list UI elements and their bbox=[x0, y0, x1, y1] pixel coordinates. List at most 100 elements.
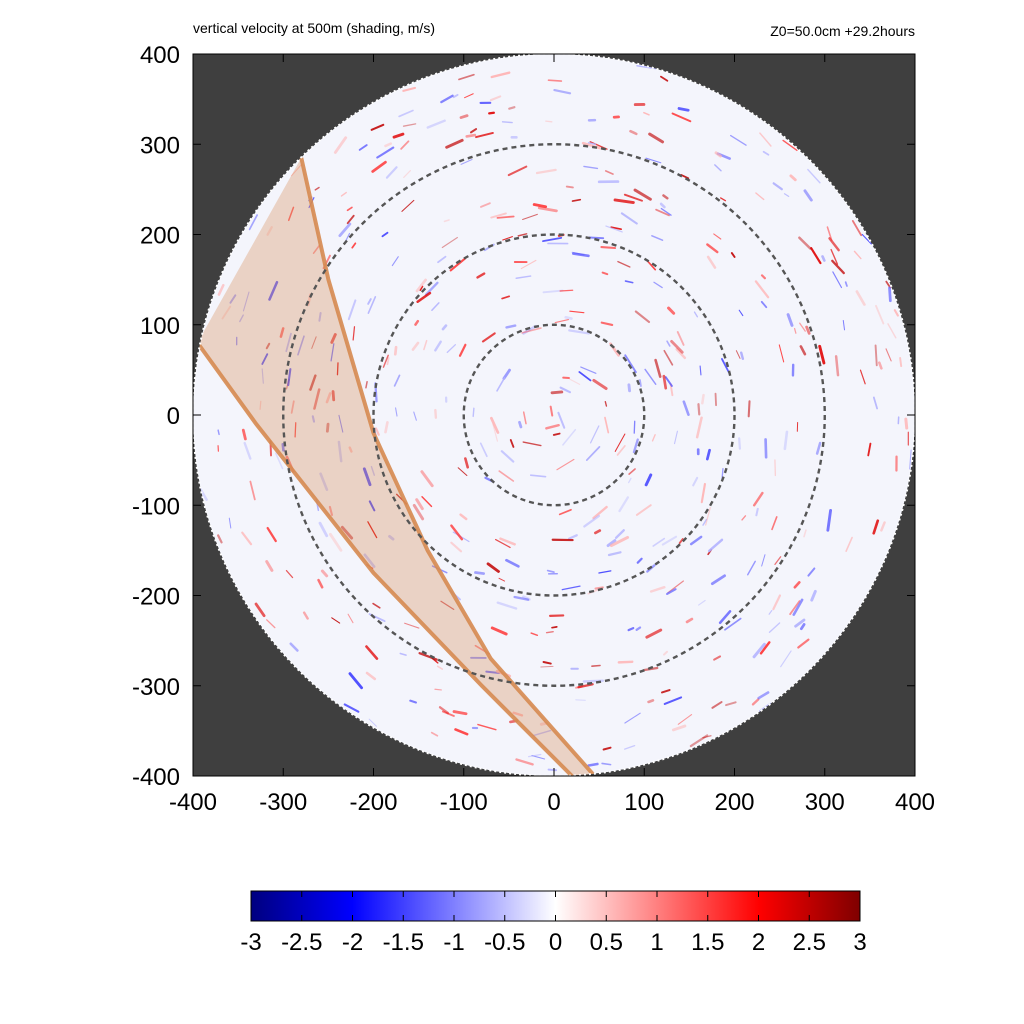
velocity-streak bbox=[678, 538, 684, 544]
velocity-streak bbox=[583, 165, 599, 170]
velocity-streak bbox=[325, 422, 330, 433]
velocity-streak bbox=[647, 699, 655, 704]
velocity-streak bbox=[697, 403, 701, 416]
velocity-streak bbox=[393, 345, 398, 356]
velocity-streak bbox=[780, 650, 792, 668]
velocity-streak bbox=[415, 278, 427, 293]
velocity-streak bbox=[591, 664, 601, 668]
velocity-streak bbox=[370, 465, 376, 476]
velocity-streak bbox=[635, 504, 652, 516]
velocity-streak bbox=[331, 390, 336, 402]
velocity-streak bbox=[635, 626, 642, 631]
velocity-streak bbox=[755, 192, 765, 201]
velocity-streak bbox=[887, 323, 897, 339]
velocity-streak bbox=[490, 71, 511, 79]
velocity-streak bbox=[294, 422, 297, 438]
velocity-streak bbox=[605, 225, 623, 233]
velocity-streak bbox=[496, 376, 506, 392]
velocity-streak bbox=[393, 374, 401, 387]
velocity-streak bbox=[362, 467, 372, 487]
velocity-streak bbox=[861, 233, 874, 247]
velocity-streak bbox=[738, 437, 742, 450]
velocity-streak bbox=[340, 191, 347, 197]
velocity-streak bbox=[618, 496, 629, 513]
velocity-streak bbox=[695, 416, 703, 439]
velocity-streak bbox=[515, 275, 532, 279]
velocity-streak bbox=[786, 313, 794, 327]
velocity-streak bbox=[395, 407, 398, 417]
velocity-streak bbox=[328, 505, 334, 516]
velocity-streak bbox=[458, 343, 467, 357]
velocity-streak bbox=[537, 206, 558, 213]
velocity-streak bbox=[751, 698, 760, 706]
velocity-streak bbox=[789, 174, 797, 182]
velocity-streak bbox=[459, 114, 469, 119]
velocity-streak bbox=[793, 581, 801, 589]
velocity-streak bbox=[803, 189, 813, 202]
velocity-streak bbox=[601, 762, 612, 766]
velocity-streak bbox=[311, 415, 316, 423]
velocity-streak bbox=[805, 325, 811, 335]
velocity-streak bbox=[592, 505, 608, 520]
velocity-streak bbox=[490, 626, 508, 636]
velocity-streak bbox=[821, 255, 826, 262]
velocity-streak bbox=[266, 526, 277, 543]
velocity-streak bbox=[762, 150, 770, 156]
velocity-streak bbox=[783, 193, 790, 197]
velocity-streak bbox=[585, 445, 601, 461]
velocity-streak bbox=[617, 660, 634, 664]
velocity-streak bbox=[367, 298, 372, 305]
colorbar-tick-label: 3 bbox=[853, 929, 866, 956]
velocity-streak bbox=[702, 518, 708, 526]
velocity-streak bbox=[348, 446, 353, 453]
velocity-streak bbox=[561, 585, 581, 591]
velocity-streak bbox=[799, 345, 807, 356]
velocity-streak bbox=[486, 562, 500, 573]
velocity-streak bbox=[496, 601, 518, 610]
velocity-streak bbox=[530, 632, 539, 636]
velocity-streak bbox=[651, 434, 656, 442]
x-tick-label: -400 bbox=[169, 789, 217, 816]
velocity-streak bbox=[345, 232, 351, 242]
velocity-streak bbox=[627, 627, 635, 632]
velocity-streak bbox=[659, 202, 666, 209]
velocity-streak bbox=[689, 535, 703, 546]
velocity-streak bbox=[772, 182, 783, 191]
velocity-streak bbox=[614, 433, 626, 452]
velocity-streak bbox=[643, 111, 650, 116]
x-tick-label: 0 bbox=[547, 789, 560, 816]
velocity-streak bbox=[385, 166, 398, 179]
velocity-streak bbox=[340, 525, 354, 540]
velocity-streak bbox=[402, 123, 417, 127]
velocity-streak bbox=[636, 557, 643, 564]
velocity-streak bbox=[424, 281, 439, 296]
velocity-streak bbox=[559, 386, 572, 394]
velocity-streak bbox=[392, 132, 405, 139]
velocity-streak bbox=[798, 236, 812, 250]
velocity-streak bbox=[438, 706, 450, 715]
velocity-streak bbox=[287, 206, 295, 222]
velocity-streak bbox=[552, 432, 561, 436]
velocity-streak bbox=[713, 655, 722, 661]
velocity-streak bbox=[265, 560, 274, 572]
velocity-streak bbox=[667, 306, 676, 315]
velocity-streak bbox=[545, 423, 560, 430]
velocity-streak bbox=[479, 442, 488, 458]
y-tick-label: -300 bbox=[132, 674, 180, 701]
velocity-streak bbox=[568, 329, 590, 335]
x-tick-label: 100 bbox=[624, 789, 664, 816]
velocity-streak bbox=[520, 259, 537, 270]
velocity-streak bbox=[254, 602, 266, 618]
velocity-streak bbox=[440, 94, 454, 104]
velocity-streak bbox=[338, 222, 352, 238]
velocity-streak bbox=[692, 476, 699, 487]
velocity-streak bbox=[449, 257, 467, 272]
velocity-streak bbox=[513, 595, 530, 601]
velocity-streak bbox=[274, 452, 284, 470]
velocity-streak bbox=[446, 344, 457, 354]
velocity-streak bbox=[495, 538, 511, 549]
velocity-streak bbox=[677, 107, 690, 112]
velocity-streak bbox=[700, 482, 707, 504]
velocity-streak bbox=[624, 354, 637, 374]
velocity-streak bbox=[577, 683, 594, 689]
